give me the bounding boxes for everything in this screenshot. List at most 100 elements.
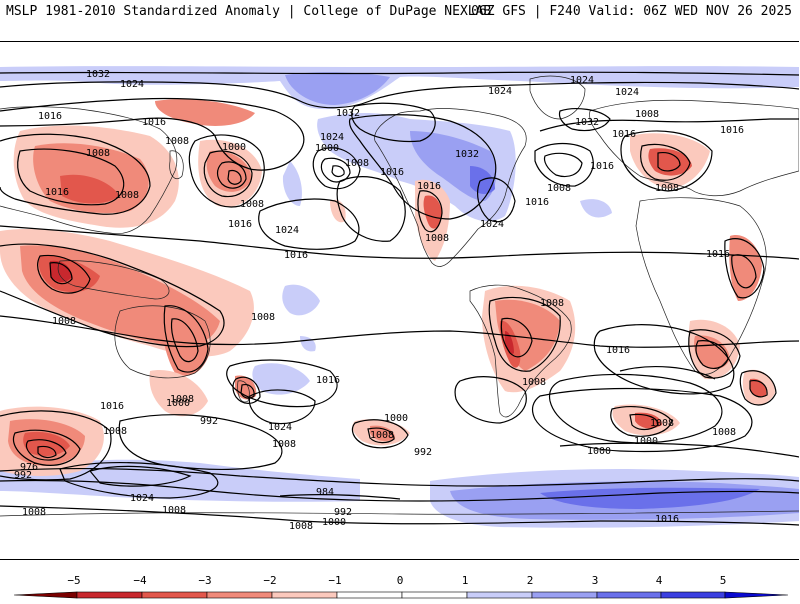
isobar-992-aleutian (216, 161, 247, 189)
coastline-australia (114, 305, 211, 379)
isobar-label: 1008 (86, 148, 110, 159)
colorbar-swatches (13, 591, 789, 599)
isobar-label: 1016 (655, 514, 679, 525)
neg-anomaly-east-asia-3 (60, 174, 120, 204)
isobar-1016-east-africa (724, 238, 765, 299)
pos-anomaly-pacific (282, 161, 302, 206)
isobar-1000-s-atlantic (610, 406, 673, 437)
pos-anomaly-tropical-pacific-2 (300, 336, 316, 352)
isobar-1008-asia (17, 148, 125, 206)
isobar-1016-south-pacific-west (59, 462, 219, 499)
isobar-1008-indonesia (0, 243, 225, 348)
isobar-label: 1008 (655, 183, 679, 194)
isobar-1000-pacific-low (331, 165, 345, 178)
isobar-label: 1000 (315, 143, 339, 154)
isobar-1024-north (0, 81, 799, 109)
colorbar-swatch-neg4-neg3 (141, 591, 208, 599)
isobar-label: 1008 (425, 233, 449, 244)
isobar-1016-subtropics (0, 225, 799, 260)
isobar-984-aleutian (227, 169, 242, 185)
isobar-label: 1016 (720, 125, 744, 136)
isobar-1024-south-pacific (248, 389, 316, 425)
isobar-label: 1024 (570, 75, 594, 86)
colorbar-tick-label: −4 (133, 574, 147, 587)
colorbar-swatch-0-1 (401, 591, 468, 599)
negative-anomaly-shading (0, 99, 775, 476)
colorbar: −5 −4 −3 −2 −1 0 1 2 3 4 5 (0, 570, 800, 600)
isobar-1008-south-pacific (118, 414, 283, 471)
isobar-992-south-pacific-mid (367, 427, 395, 444)
isobar-1000-nz-low (240, 384, 255, 399)
isobar-label: 1032 (455, 149, 479, 160)
neg-anomaly-east-africa (729, 235, 762, 301)
isobar-label: 1024 (120, 79, 144, 90)
isobar-label: 1008 (650, 418, 674, 429)
coastlines (0, 75, 799, 517)
isobar-label: 1008 (289, 521, 313, 532)
isobar-label: 1008 (345, 158, 369, 169)
map-svg: 1032 1024 1016 1008 1000 1016 1008 1008 … (0, 66, 799, 532)
isobar-label: 1024 (615, 87, 639, 98)
isobar-label: 1016 (606, 345, 630, 356)
anomaly-map: 1032 1024 1016 1008 1000 1016 1008 1008 … (0, 41, 799, 560)
isobar-label: 1008 (22, 507, 46, 518)
colorbar-swatch-4-5 (660, 591, 726, 599)
isobar-1000-south (0, 467, 799, 487)
isobar-label: 1032 (86, 69, 110, 80)
coastline-north-america (374, 108, 527, 267)
isobar-label: 1016 (316, 375, 340, 386)
colorbar-tick-label: 5 (720, 574, 727, 587)
isobar-label: 1008 (547, 183, 571, 194)
colorbar-swatch-neg3-neg2 (206, 591, 273, 599)
isobar-label: 1008 (635, 109, 659, 120)
isobar-label: 1000 (384, 413, 408, 424)
colorbar-swatch-below-neg5 (13, 591, 78, 599)
isobar-label: 1024 (320, 132, 344, 143)
isobar-1000-aleutian (203, 150, 253, 198)
isobar-label: 1000 (222, 142, 246, 153)
colorbar-tick-label: −3 (198, 574, 211, 587)
isobar-1000-south-america (500, 317, 533, 358)
isobars (0, 71, 799, 526)
isobar-label: 1016 (100, 401, 124, 412)
isobar-1008-europe-low (620, 130, 713, 192)
coastline-africa (635, 197, 767, 375)
pos-anomaly-tropical-pacific (282, 284, 320, 316)
isobar-label: 1008 (540, 298, 564, 309)
colorbar-swatch-3-4 (596, 591, 662, 599)
colorbar-swatch-2-3 (531, 591, 598, 599)
colorbar-swatch-neg2-neg1 (271, 591, 338, 599)
isobar-1008-sw-north-america (417, 190, 443, 233)
coastline-south-america (469, 284, 572, 418)
neg-anomaly-southern-africa-2 (694, 335, 730, 370)
coastline-japan (169, 150, 184, 180)
colorbar-tick-label: −1 (328, 574, 341, 587)
isobar-1016-s-america-south (454, 376, 527, 424)
isobar-1000-indonesia (37, 254, 91, 294)
isobar-992-indonesia (49, 262, 73, 285)
coastline-eurasia (589, 99, 799, 197)
colorbar-tick-label: −2 (263, 574, 276, 587)
neg-anomaly-south-pacific-mid-core (370, 425, 396, 441)
isobar-1008-s-atlantic-outer (531, 387, 753, 453)
pos-anomaly-greenland (285, 72, 390, 105)
isobar-label: 984 (316, 487, 334, 498)
colorbar-svg: −5 −4 −3 −2 −1 0 1 2 3 4 5 (13, 574, 789, 599)
isobar-1000-southern-africa (695, 340, 729, 369)
isobar-label: 1024 (130, 493, 154, 504)
isobar-992-south (0, 479, 799, 502)
colorbar-swatch-neg1-0 (336, 591, 403, 599)
coastline-asia-west (0, 106, 178, 235)
isobar-label: 992 (414, 447, 432, 458)
map-title: MSLP 1981-2010 Standardized Anomaly | Co… (6, 4, 492, 19)
isobar-1016-asia (0, 133, 151, 215)
isobar-label: 1008 (162, 505, 186, 516)
isobar-label: 1000 (322, 517, 346, 528)
isobar-1016-africa (593, 324, 735, 395)
isobar-1024-south-indian (619, 366, 716, 380)
anomaly-shading (0, 66, 799, 528)
isobar-1008-southern-africa (688, 329, 741, 379)
isobar-1016-pacific-low (312, 147, 361, 190)
isobar-984-south (279, 493, 401, 500)
isobar-label: 992 (14, 470, 32, 481)
